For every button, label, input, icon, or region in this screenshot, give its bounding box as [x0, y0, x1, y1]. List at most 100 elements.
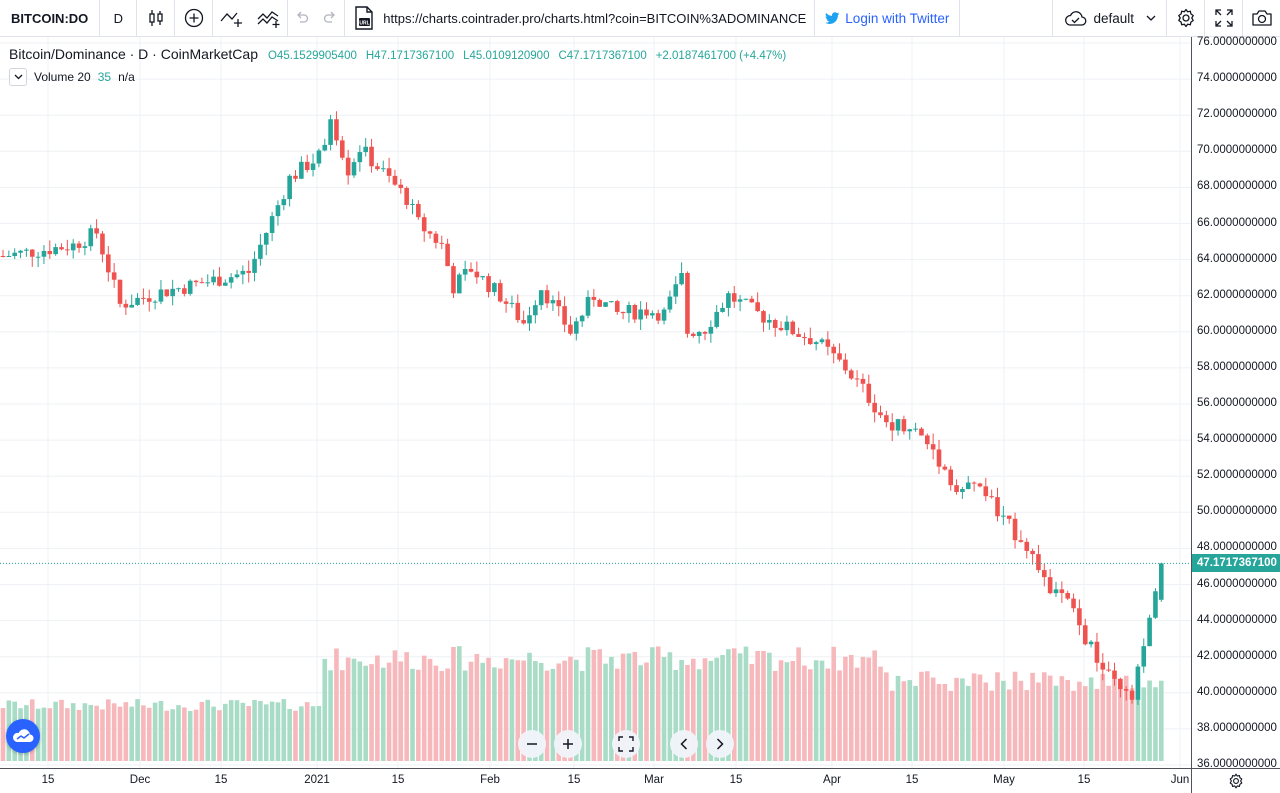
candle-down[interactable] — [702, 331, 708, 334]
candle-down[interactable] — [503, 301, 509, 304]
candle-up[interactable] — [638, 309, 643, 320]
candle-up[interactable] — [1141, 646, 1147, 667]
candle-up[interactable] — [819, 339, 825, 343]
candle-down[interactable] — [117, 279, 123, 304]
candle-down[interactable] — [369, 146, 374, 167]
candle-up[interactable] — [767, 319, 772, 323]
candle-up[interactable] — [252, 258, 257, 273]
candle-down[interactable] — [474, 271, 480, 278]
candle-up[interactable] — [258, 244, 263, 259]
candle-down[interactable] — [1065, 593, 1070, 599]
candle-down[interactable] — [164, 289, 170, 297]
candle-down[interactable] — [427, 231, 433, 234]
candle-down[interactable] — [954, 485, 959, 492]
chart-pane[interactable] — [0, 37, 1191, 768]
candle-down[interactable] — [790, 321, 796, 335]
candle-down[interactable] — [1112, 670, 1117, 679]
candle-up[interactable] — [673, 284, 679, 297]
candle-up[interactable] — [24, 249, 29, 251]
candle-down[interactable] — [597, 299, 602, 307]
candle-down[interactable] — [293, 175, 298, 179]
candle-down[interactable] — [1047, 577, 1053, 594]
gear-icon[interactable] — [1167, 0, 1204, 37]
candle-up[interactable] — [960, 489, 965, 492]
candle-down[interactable] — [65, 249, 70, 251]
candle-up[interactable] — [53, 247, 58, 255]
candle-down[interactable] — [1082, 625, 1088, 645]
candle-down[interactable] — [515, 302, 521, 321]
candle-down[interactable] — [802, 336, 807, 339]
candle-down[interactable] — [1071, 598, 1076, 609]
candle-up[interactable] — [626, 305, 632, 314]
candle-down[interactable] — [989, 496, 994, 498]
candle-up[interactable] — [585, 296, 591, 316]
candle-up[interactable] — [965, 482, 971, 490]
candle-down[interactable] — [872, 402, 877, 413]
candle-down[interactable] — [1077, 608, 1082, 626]
candle-down[interactable] — [772, 319, 778, 328]
candle-up[interactable] — [1147, 617, 1152, 647]
candle-down[interactable] — [468, 268, 474, 272]
candle-down[interactable] — [392, 175, 398, 185]
candle-down[interactable] — [445, 243, 450, 267]
candle-up[interactable] — [88, 228, 94, 247]
candle-down[interactable] — [977, 483, 983, 487]
candle-down[interactable] — [685, 272, 690, 334]
candle-down[interactable] — [983, 486, 989, 497]
candle-down[interactable] — [889, 422, 895, 431]
candle-down[interactable] — [1042, 570, 1047, 578]
candle-down[interactable] — [386, 168, 392, 176]
candle-down[interactable] — [825, 339, 831, 347]
candle-down[interactable] — [901, 419, 907, 432]
candle-up[interactable] — [328, 119, 333, 145]
candle-down[interactable] — [755, 302, 760, 312]
candle-down[interactable] — [866, 383, 872, 403]
candle-down[interactable] — [942, 466, 948, 470]
symbol-search-button[interactable]: BITCOIN:DO — [11, 10, 89, 26]
candle-up[interactable] — [152, 301, 158, 303]
candle-up[interactable] — [550, 300, 556, 304]
candle-down[interactable] — [568, 324, 573, 334]
candle-down[interactable] — [0, 255, 6, 257]
zoom-out-button[interactable] — [518, 730, 546, 758]
candle-down[interactable] — [375, 166, 380, 170]
candle-up[interactable] — [41, 250, 47, 257]
candle-down[interactable] — [644, 309, 649, 316]
candle-down[interactable] — [146, 298, 152, 302]
candle-down[interactable] — [94, 228, 99, 234]
candle-down[interactable] — [398, 184, 404, 188]
candle-down[interactable] — [1118, 678, 1123, 690]
candle-up[interactable] — [70, 243, 76, 251]
candle-up[interactable] — [357, 152, 363, 163]
candle-up[interactable] — [527, 315, 532, 324]
add-indicator-icon[interactable] — [175, 0, 212, 37]
candle-up[interactable] — [316, 150, 322, 164]
fullscreen-icon[interactable] — [1205, 0, 1242, 37]
price-scale[interactable]: 76.0000000000 74.0000000000 72.0000000000 7… — [1191, 36, 1280, 770]
candle-up[interactable] — [223, 282, 228, 286]
candle-up[interactable] — [538, 290, 544, 306]
candle-down[interactable] — [1024, 541, 1030, 551]
candle-down[interactable] — [1100, 662, 1106, 670]
candle-up[interactable] — [737, 299, 743, 302]
candle-down[interactable] — [843, 359, 848, 371]
candle-down[interactable] — [948, 469, 953, 486]
candle-down[interactable] — [614, 301, 620, 312]
scroll-left-button[interactable] — [670, 730, 698, 758]
candle-up[interactable] — [579, 315, 585, 322]
candle-down[interactable] — [808, 338, 813, 345]
candle-up[interactable] — [1159, 563, 1164, 600]
candle-down[interactable] — [831, 346, 836, 354]
candle-down[interactable] — [1106, 669, 1111, 671]
candle-down[interactable] — [246, 270, 251, 273]
compare-icon[interactable] — [213, 0, 250, 37]
candle-down[interactable] — [1030, 550, 1035, 555]
candle-up[interactable] — [784, 321, 790, 331]
candle-up[interactable] — [720, 307, 725, 312]
candle-up[interactable] — [1153, 591, 1158, 618]
scroll-right-button[interactable] — [706, 730, 734, 758]
candle-down[interactable] — [1012, 518, 1018, 541]
candle-down[interactable] — [971, 482, 977, 484]
candle-up[interactable] — [234, 274, 240, 278]
candle-down[interactable] — [1129, 690, 1135, 700]
